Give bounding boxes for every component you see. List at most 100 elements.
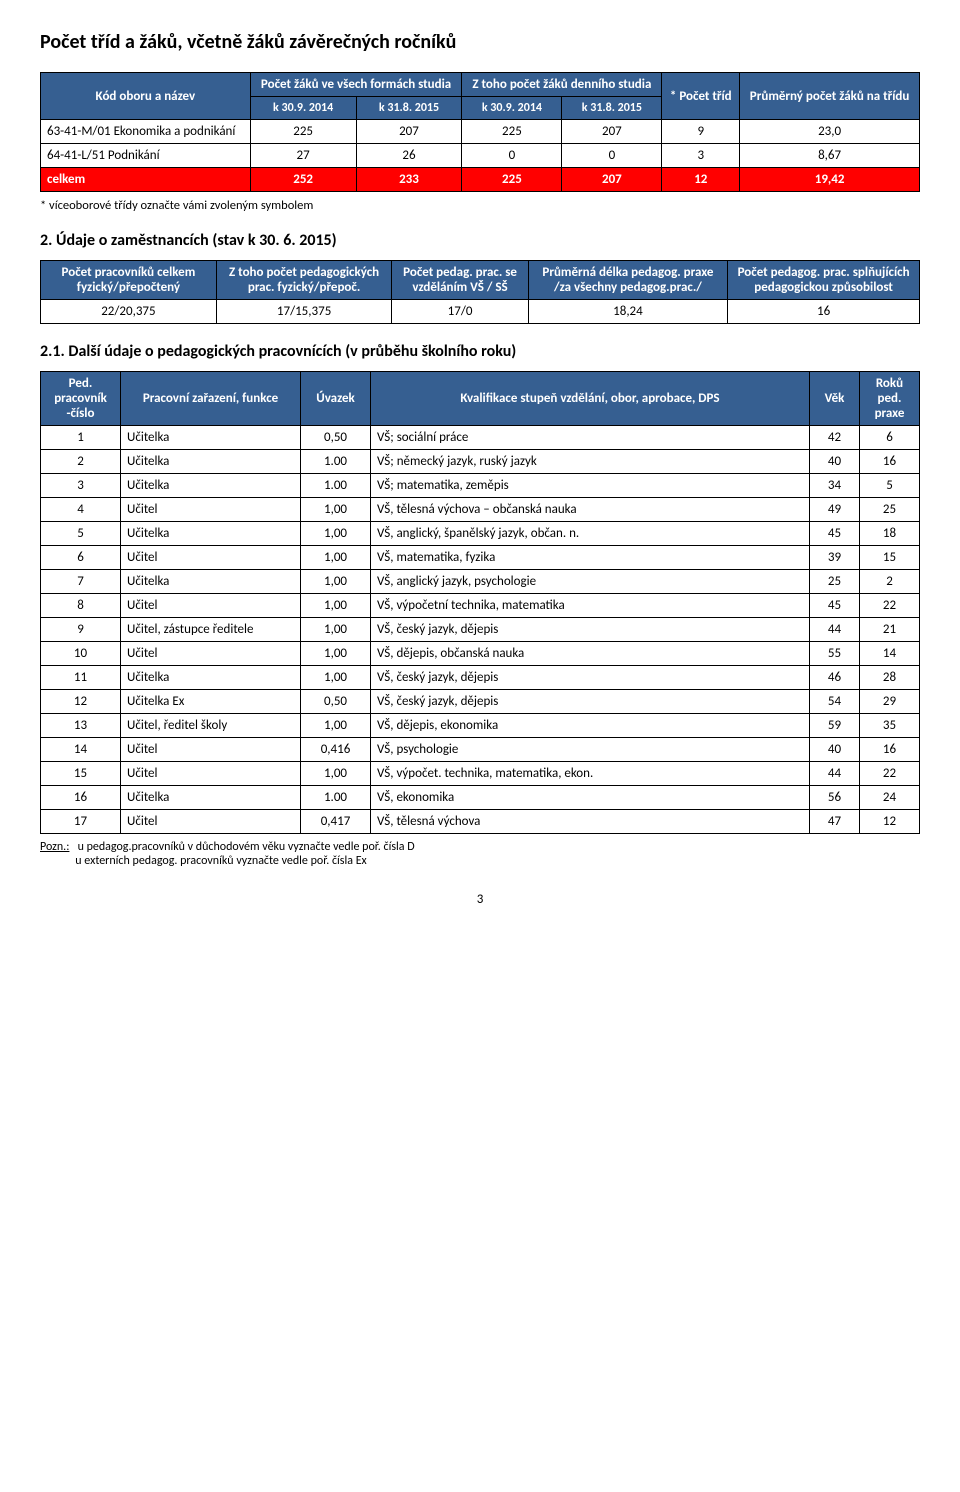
cell: Učitel [121,762,301,786]
table-classes-students: Kód oboru a název Počet žáků ve všech fo… [40,72,920,192]
cell: Učitel, ředitel školy [121,714,301,738]
table-row: 15Učitel1,00VŠ, výpočet. technika, matem… [41,762,920,786]
cell: VŠ; sociální práce [371,426,810,450]
cell: 3 [41,474,121,498]
table-row: 8Učitel1,00VŠ, výpočetní technika, matem… [41,594,920,618]
cell: VŠ; německý jazyk, ruský jazyk [371,450,810,474]
th-t2-c2: Z toho počet pedagogických prac. fyzický… [216,261,392,300]
cell: VŠ, výpočetní technika, matematika [371,594,810,618]
table-row: 13Učitel, ředitel školy1,00VŠ, dějepis, … [41,714,920,738]
cell: 16 [860,738,920,762]
cell: 9 [41,618,121,642]
cell: 5 [860,474,920,498]
cell: Učitel, zástupce ředitele [121,618,301,642]
cell: 44 [810,618,860,642]
cell: 1.00 [301,474,371,498]
th-t3-c3: Úvazek [301,372,371,426]
cell: VŠ, anglický jazyk, psychologie [371,570,810,594]
cell: 225 [462,168,562,192]
cell: 24 [860,786,920,810]
cell: Učitelka [121,474,301,498]
cell: VŠ, matematika, fyzika [371,546,810,570]
cell: 16 [41,786,121,810]
cell: 207 [562,168,662,192]
table-row: 11Učitelka1,00VŠ, český jazyk, dějepis46… [41,666,920,690]
table-ped-workers: Ped. pracovník -číslo Pracovní zařazení,… [40,371,920,834]
cell: 1,00 [301,762,371,786]
cell: 26 [356,144,462,168]
cell: 15 [41,762,121,786]
cell: 42 [810,426,860,450]
cell: 1,00 [301,498,371,522]
cell: Učitel [121,738,301,762]
cell: Učitel [121,546,301,570]
table-row: 63-41-M/01 Ekonomika a podnikání22520722… [41,120,920,144]
cell: 252 [250,168,356,192]
cell: 22 [860,594,920,618]
table-row: 64-41-L/51 Podnikání27260038,67 [41,144,920,168]
t2-v4: 18,24 [528,300,727,324]
cell: 45 [810,522,860,546]
cell: 23,0 [740,120,920,144]
cell: 1.00 [301,450,371,474]
cell: VŠ, výpočet. technika, matematika, ekon. [371,762,810,786]
table-row: 4Učitel1,00VŠ, tělesná výchova – občansk… [41,498,920,522]
cell: VŠ, dějepis, občanská nauka [371,642,810,666]
cell: 225 [250,120,356,144]
cell: 6 [860,426,920,450]
cell: 55 [810,642,860,666]
table-row: celkem2522332252071219,42 [41,168,920,192]
cell: 27 [250,144,356,168]
cell: 4 [41,498,121,522]
cell: 63-41-M/01 Ekonomika a podnikání [41,120,251,144]
table-row: 9Učitel, zástupce ředitele1,00VŠ, český … [41,618,920,642]
table-row: 14Učitel0,416VŠ, psychologie4016 [41,738,920,762]
cell: VŠ, tělesná výchova – občanská nauka [371,498,810,522]
th-code-name: Kód oboru a název [41,73,251,120]
cell: 5 [41,522,121,546]
cell: 46 [810,666,860,690]
cell: VŠ, český jazyk, dějepis [371,618,810,642]
cell: Učitel [121,594,301,618]
th-all-forms: Počet žáků ve všech formách studia [250,73,462,97]
cell: 1,00 [301,546,371,570]
cell: 14 [860,642,920,666]
cell: 3 [662,144,740,168]
cell: 34 [810,474,860,498]
cell: 19,42 [740,168,920,192]
cell: 2 [860,570,920,594]
cell: 0,416 [301,738,371,762]
cell: VŠ, anglický, španělský jazyk, občan. n. [371,522,810,546]
cell: 207 [356,120,462,144]
section-2-title: 2. Údaje o zaměstnancích (stav k 30. 6. … [40,231,920,250]
cell: Učitelka Ex [121,690,301,714]
table-row: 6Učitel1,00VŠ, matematika, fyzika3915 [41,546,920,570]
cell: 56 [810,786,860,810]
cell: 18 [860,522,920,546]
cell: 25 [860,498,920,522]
cell: 207 [562,120,662,144]
cell: VŠ; matematika, zeměpis [371,474,810,498]
cell: 59 [810,714,860,738]
table-row: 17Učitel0,417VŠ, tělesná výchova4712 [41,810,920,834]
page-title: Počet tříd a žáků, včetně žáků závěrečný… [40,30,920,54]
cell: 12 [662,168,740,192]
table1-note: * víceoborové třídy označte vámi zvolený… [40,198,920,213]
th-sub-d: k 31.8. 2015 [562,97,662,120]
cell: 233 [356,168,462,192]
footnote-label: Pozn.: [40,840,69,854]
table-row: 16Učitelka1.00VŠ, ekonomika5624 [41,786,920,810]
cell: 28 [860,666,920,690]
footnote: Pozn.: u pedagog.pracovníků v důchodovém… [40,840,920,868]
cell: 44 [810,762,860,786]
cell: 15 [860,546,920,570]
cell: 1,00 [301,522,371,546]
cell: 16 [860,450,920,474]
table-row: 10Učitel1,00VŠ, dějepis, občanská nauka5… [41,642,920,666]
cell: 35 [860,714,920,738]
cell: 0,417 [301,810,371,834]
cell: Učitelka [121,786,301,810]
th-t2-c1: Počet pracovníků celkem fyzický/přepočte… [41,261,217,300]
th-sub-b: k 31.8. 2015 [356,97,462,120]
cell: VŠ, psychologie [371,738,810,762]
